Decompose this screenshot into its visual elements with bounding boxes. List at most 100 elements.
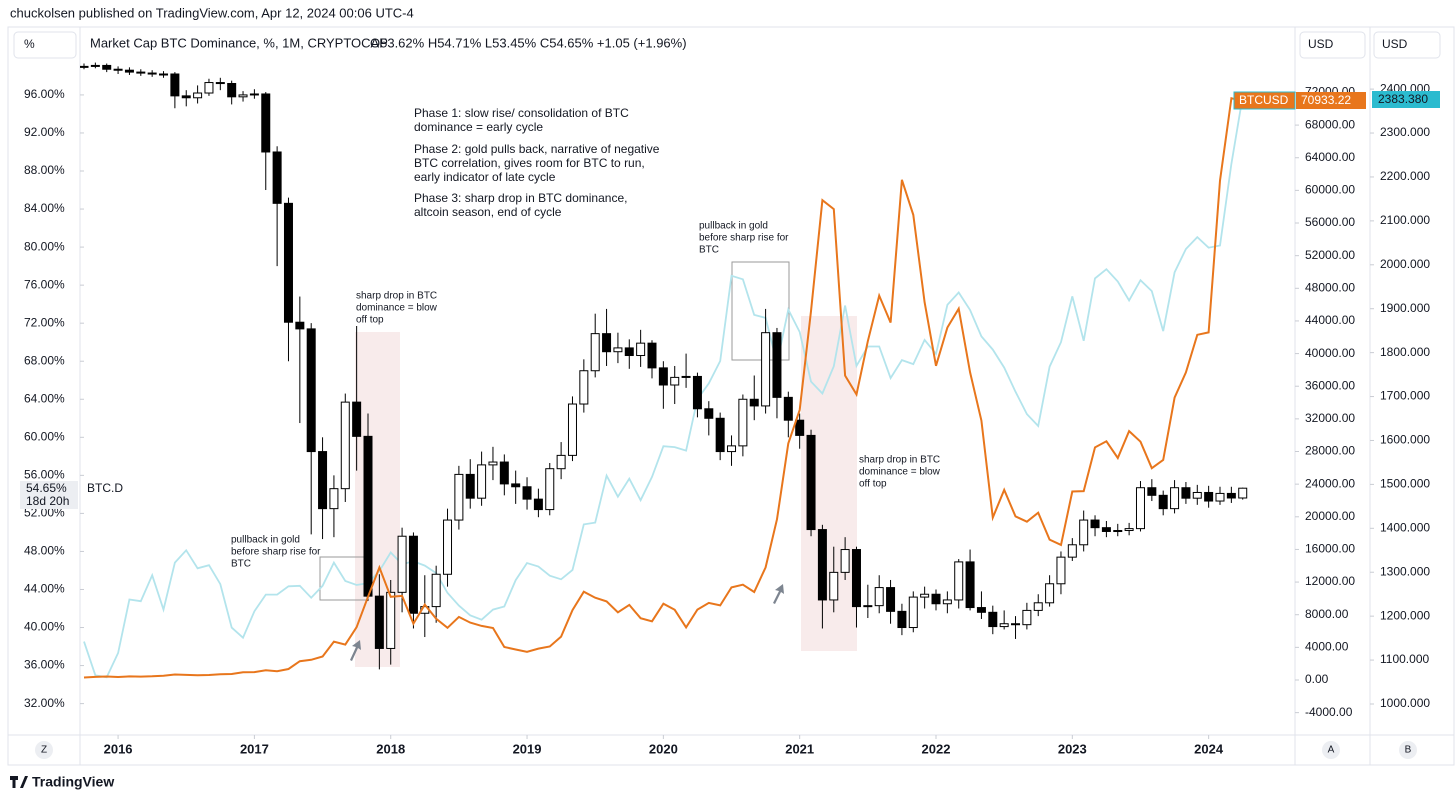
candle-body [1079, 519, 1089, 546]
candle-body [397, 535, 407, 593]
candle-body [727, 445, 737, 453]
footer-logo: TradingView [32, 774, 114, 790]
currency-button-label[interactable]: USD [1308, 37, 1334, 51]
candle-body [1181, 487, 1191, 499]
candle-body [715, 417, 725, 453]
tick-label: 24000.00 [1305, 476, 1355, 490]
candle-body [102, 64, 112, 70]
candle-body [1067, 544, 1077, 558]
logo-icon [10, 776, 28, 788]
candle-body [590, 333, 600, 372]
scale-button-label[interactable]: % [24, 37, 35, 51]
candle-body [159, 73, 169, 76]
tick-label: 1900.000 [1380, 301, 1430, 315]
annotation: pullback in gold [699, 221, 768, 232]
annotation: dominance = blow [859, 467, 941, 478]
annotation: BTC [231, 559, 251, 570]
candle-body [340, 401, 350, 490]
candle-body [170, 73, 180, 97]
candle-body [136, 71, 146, 74]
corner-button-label[interactable]: A [1328, 745, 1335, 756]
candle-body [499, 461, 509, 485]
tick-label: 80.00% [24, 239, 65, 253]
candle-body [897, 610, 907, 629]
candle-body [465, 473, 475, 499]
annotation: sharp drop in BTC [859, 455, 940, 466]
annotations: Phase 1: slow rise/ consolidation of BTC… [231, 106, 941, 569]
candle-body [670, 376, 680, 386]
annotation: altcoin season, end of cycle [414, 205, 562, 219]
tick-label: 0.00 [1305, 672, 1329, 686]
candle-body [579, 370, 589, 405]
tick-label: 68.00% [24, 353, 65, 367]
candle-body [545, 468, 555, 511]
last-value-badge [20, 481, 78, 509]
currency-button-label[interactable]: USD [1382, 37, 1408, 51]
candle-body [556, 454, 566, 470]
candle-body [374, 595, 384, 649]
tick-label: 72.00% [24, 315, 65, 329]
annotation: early indicator of late cycle [414, 170, 556, 184]
currency-button[interactable] [1373, 31, 1441, 59]
candle-body [522, 486, 532, 500]
frame [7, 26, 1455, 766]
candle-body [1101, 527, 1111, 532]
candle-body [193, 92, 203, 99]
tick-label: 1200.000 [1380, 608, 1430, 622]
currency-button[interactable] [1299, 31, 1366, 59]
candle-body [1090, 519, 1100, 529]
tick-label: 12000.00 [1305, 574, 1355, 588]
candle-body [795, 419, 805, 436]
scale-button[interactable] [13, 31, 77, 59]
candle-body [647, 342, 657, 369]
corner-button[interactable] [35, 741, 53, 759]
candle-body [863, 605, 873, 608]
candle-body [829, 571, 839, 601]
candle-body [942, 599, 952, 605]
tick-label: -4000.00 [1305, 705, 1353, 719]
tick-label: 28000.00 [1305, 444, 1355, 458]
last-price-badge [1372, 91, 1440, 108]
candle-body [920, 593, 930, 598]
tick-label: 48000.00 [1305, 280, 1355, 294]
corner-button[interactable] [1399, 741, 1417, 759]
candle-body [783, 396, 793, 421]
candle-body [965, 561, 975, 609]
candle-body [215, 82, 225, 85]
candle-body [1238, 487, 1248, 499]
tick-label: 2000.000 [1380, 257, 1430, 271]
corner-buttons: Z A B [35, 741, 1417, 759]
candle-body [204, 82, 214, 94]
candle-body [431, 573, 441, 608]
corner-button[interactable] [1322, 741, 1340, 759]
candle-body [488, 461, 498, 466]
candle-body [283, 202, 293, 323]
candle-body [749, 398, 759, 407]
candle-body [636, 342, 646, 357]
plot [80, 62, 1248, 679]
candle-body [238, 94, 248, 98]
publisher: chuckolsen published on TradingView.com,… [10, 5, 414, 20]
series-line [83, 96, 1243, 679]
last-price: 70933.22 [1301, 93, 1351, 107]
candle-body [886, 587, 896, 612]
candle-body [851, 549, 861, 608]
corner-button-label[interactable]: Z [41, 745, 47, 756]
candle-body [477, 464, 487, 499]
last-value: 54.65% [26, 481, 67, 495]
candle-body [567, 403, 577, 456]
candle-body [772, 332, 782, 398]
candle-body [1204, 491, 1214, 502]
corner-button-label[interactable]: B [1405, 745, 1412, 756]
arrow [350, 640, 361, 661]
candle-body [1056, 556, 1066, 585]
x-tick-label: 2019 [513, 741, 542, 756]
candle-body [692, 375, 702, 410]
x-tick-label: 2018 [376, 741, 405, 756]
tick-label: 40000.00 [1305, 346, 1355, 360]
annotation: BTC correlation, gives room for BTC to r… [414, 156, 645, 170]
candle-body [624, 347, 634, 357]
candle-body [658, 367, 668, 386]
